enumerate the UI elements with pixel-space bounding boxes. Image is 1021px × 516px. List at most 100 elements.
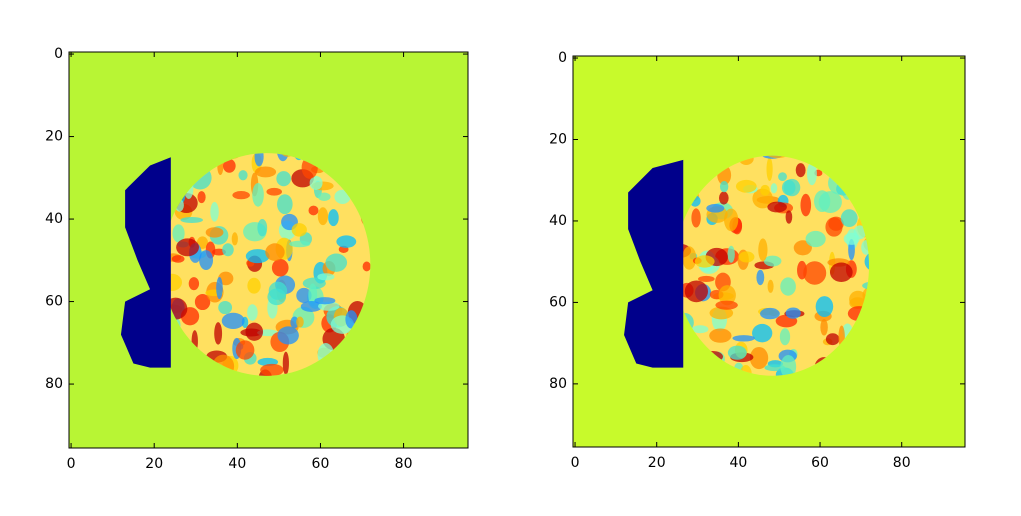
texture-blob bbox=[697, 275, 715, 283]
x-tick-label: 40 bbox=[228, 456, 246, 472]
texture-blob bbox=[296, 316, 304, 328]
texture-blob bbox=[724, 208, 739, 232]
texture-blob bbox=[214, 322, 223, 345]
dark-region bbox=[120, 157, 171, 368]
texture-blob bbox=[843, 232, 860, 245]
texture-blob bbox=[727, 245, 735, 263]
y-tick-label: 0 bbox=[558, 50, 567, 66]
texture bbox=[162, 153, 371, 376]
y-tick-label: 60 bbox=[549, 294, 567, 310]
x-tick-label: 80 bbox=[395, 456, 413, 472]
texture-blob bbox=[180, 216, 204, 224]
texture-blob bbox=[778, 172, 787, 181]
texture-blob bbox=[861, 239, 870, 255]
texture-blob bbox=[302, 277, 326, 290]
texture-blob bbox=[276, 171, 291, 187]
texture-blob bbox=[260, 363, 284, 376]
texture-blob bbox=[706, 203, 725, 213]
texture-blob bbox=[825, 333, 840, 346]
x-tick-label: 40 bbox=[729, 455, 747, 471]
texture-blob bbox=[245, 322, 264, 341]
texture-blob bbox=[692, 325, 709, 334]
texture-blob bbox=[205, 227, 224, 238]
texture-blob bbox=[245, 249, 270, 264]
texture-blob bbox=[257, 218, 268, 237]
texture-blob bbox=[709, 306, 734, 320]
texture-blob bbox=[691, 208, 701, 228]
texture-blob bbox=[752, 323, 773, 343]
texture-blob bbox=[317, 273, 335, 281]
texture-blob bbox=[727, 345, 747, 360]
texture-blob bbox=[825, 217, 843, 237]
texture-blob bbox=[235, 340, 255, 360]
frame bbox=[572, 55, 966, 448]
texture-blob bbox=[300, 301, 322, 312]
texture-blob bbox=[732, 335, 755, 342]
texture-blob bbox=[289, 240, 311, 248]
texture-blob bbox=[325, 253, 348, 272]
texture-blob bbox=[779, 328, 791, 346]
texture-blob bbox=[763, 255, 782, 267]
texture-blob bbox=[849, 290, 867, 308]
texture-blob bbox=[265, 243, 285, 261]
texture-blob bbox=[770, 183, 778, 194]
y-tick-label: 40 bbox=[549, 213, 567, 229]
texture-blob bbox=[805, 230, 826, 248]
texture-blob bbox=[317, 192, 331, 202]
x-tick-label: 0 bbox=[67, 456, 76, 472]
texture-blob bbox=[238, 170, 248, 181]
y-tick-label: 20 bbox=[549, 131, 567, 147]
texture-blob bbox=[247, 304, 258, 321]
texture-blob bbox=[199, 250, 214, 270]
texture-blob bbox=[194, 293, 211, 311]
texture-blob bbox=[221, 312, 245, 330]
texture-blob bbox=[232, 191, 250, 200]
texture-blob bbox=[766, 157, 773, 182]
x-tick-label: 60 bbox=[811, 455, 829, 471]
x-tick-label: 0 bbox=[571, 455, 580, 471]
y-tick-label: 80 bbox=[45, 376, 63, 392]
y-tick-label: 40 bbox=[45, 211, 63, 227]
texture-blob bbox=[216, 276, 223, 300]
texture-blob bbox=[694, 255, 715, 268]
texture-blob bbox=[718, 285, 736, 306]
texture-blob bbox=[172, 224, 185, 243]
texture-blob bbox=[767, 279, 774, 293]
texture-blob bbox=[266, 187, 282, 196]
texture-blob bbox=[760, 307, 780, 320]
texture-blob bbox=[362, 261, 371, 272]
texture-blob bbox=[735, 179, 757, 193]
texture-blob bbox=[210, 201, 219, 222]
texture-blob bbox=[803, 261, 827, 285]
x-tick-label: 80 bbox=[893, 455, 911, 471]
dark-region bbox=[624, 159, 684, 368]
texture-blob bbox=[223, 158, 236, 173]
texture-blob bbox=[231, 232, 238, 246]
texture-blob bbox=[767, 201, 787, 213]
texture-blob bbox=[749, 346, 769, 370]
texture-blob bbox=[715, 300, 738, 310]
texture-blob bbox=[785, 307, 801, 319]
texture-blob bbox=[222, 243, 234, 257]
texture-blob bbox=[781, 179, 796, 196]
texture-blob bbox=[247, 277, 261, 294]
texture-blob bbox=[314, 297, 336, 305]
texture-blob bbox=[188, 277, 200, 291]
texture-blob bbox=[328, 209, 339, 227]
texture-blob bbox=[296, 287, 312, 304]
texture-blob bbox=[254, 166, 277, 178]
texture-blob bbox=[795, 163, 806, 178]
texture-blob bbox=[271, 258, 289, 277]
texture-blob bbox=[308, 205, 319, 216]
texture-blob bbox=[171, 255, 185, 263]
texture-blob bbox=[800, 193, 812, 217]
texture-blob bbox=[764, 364, 786, 372]
texture-blob bbox=[785, 210, 793, 224]
texture-blob bbox=[719, 180, 729, 193]
texture-blob bbox=[760, 184, 770, 196]
texture-blob bbox=[738, 251, 755, 263]
texture-blob bbox=[718, 191, 729, 205]
texture-blob bbox=[291, 223, 307, 237]
texture-blob bbox=[176, 238, 199, 257]
